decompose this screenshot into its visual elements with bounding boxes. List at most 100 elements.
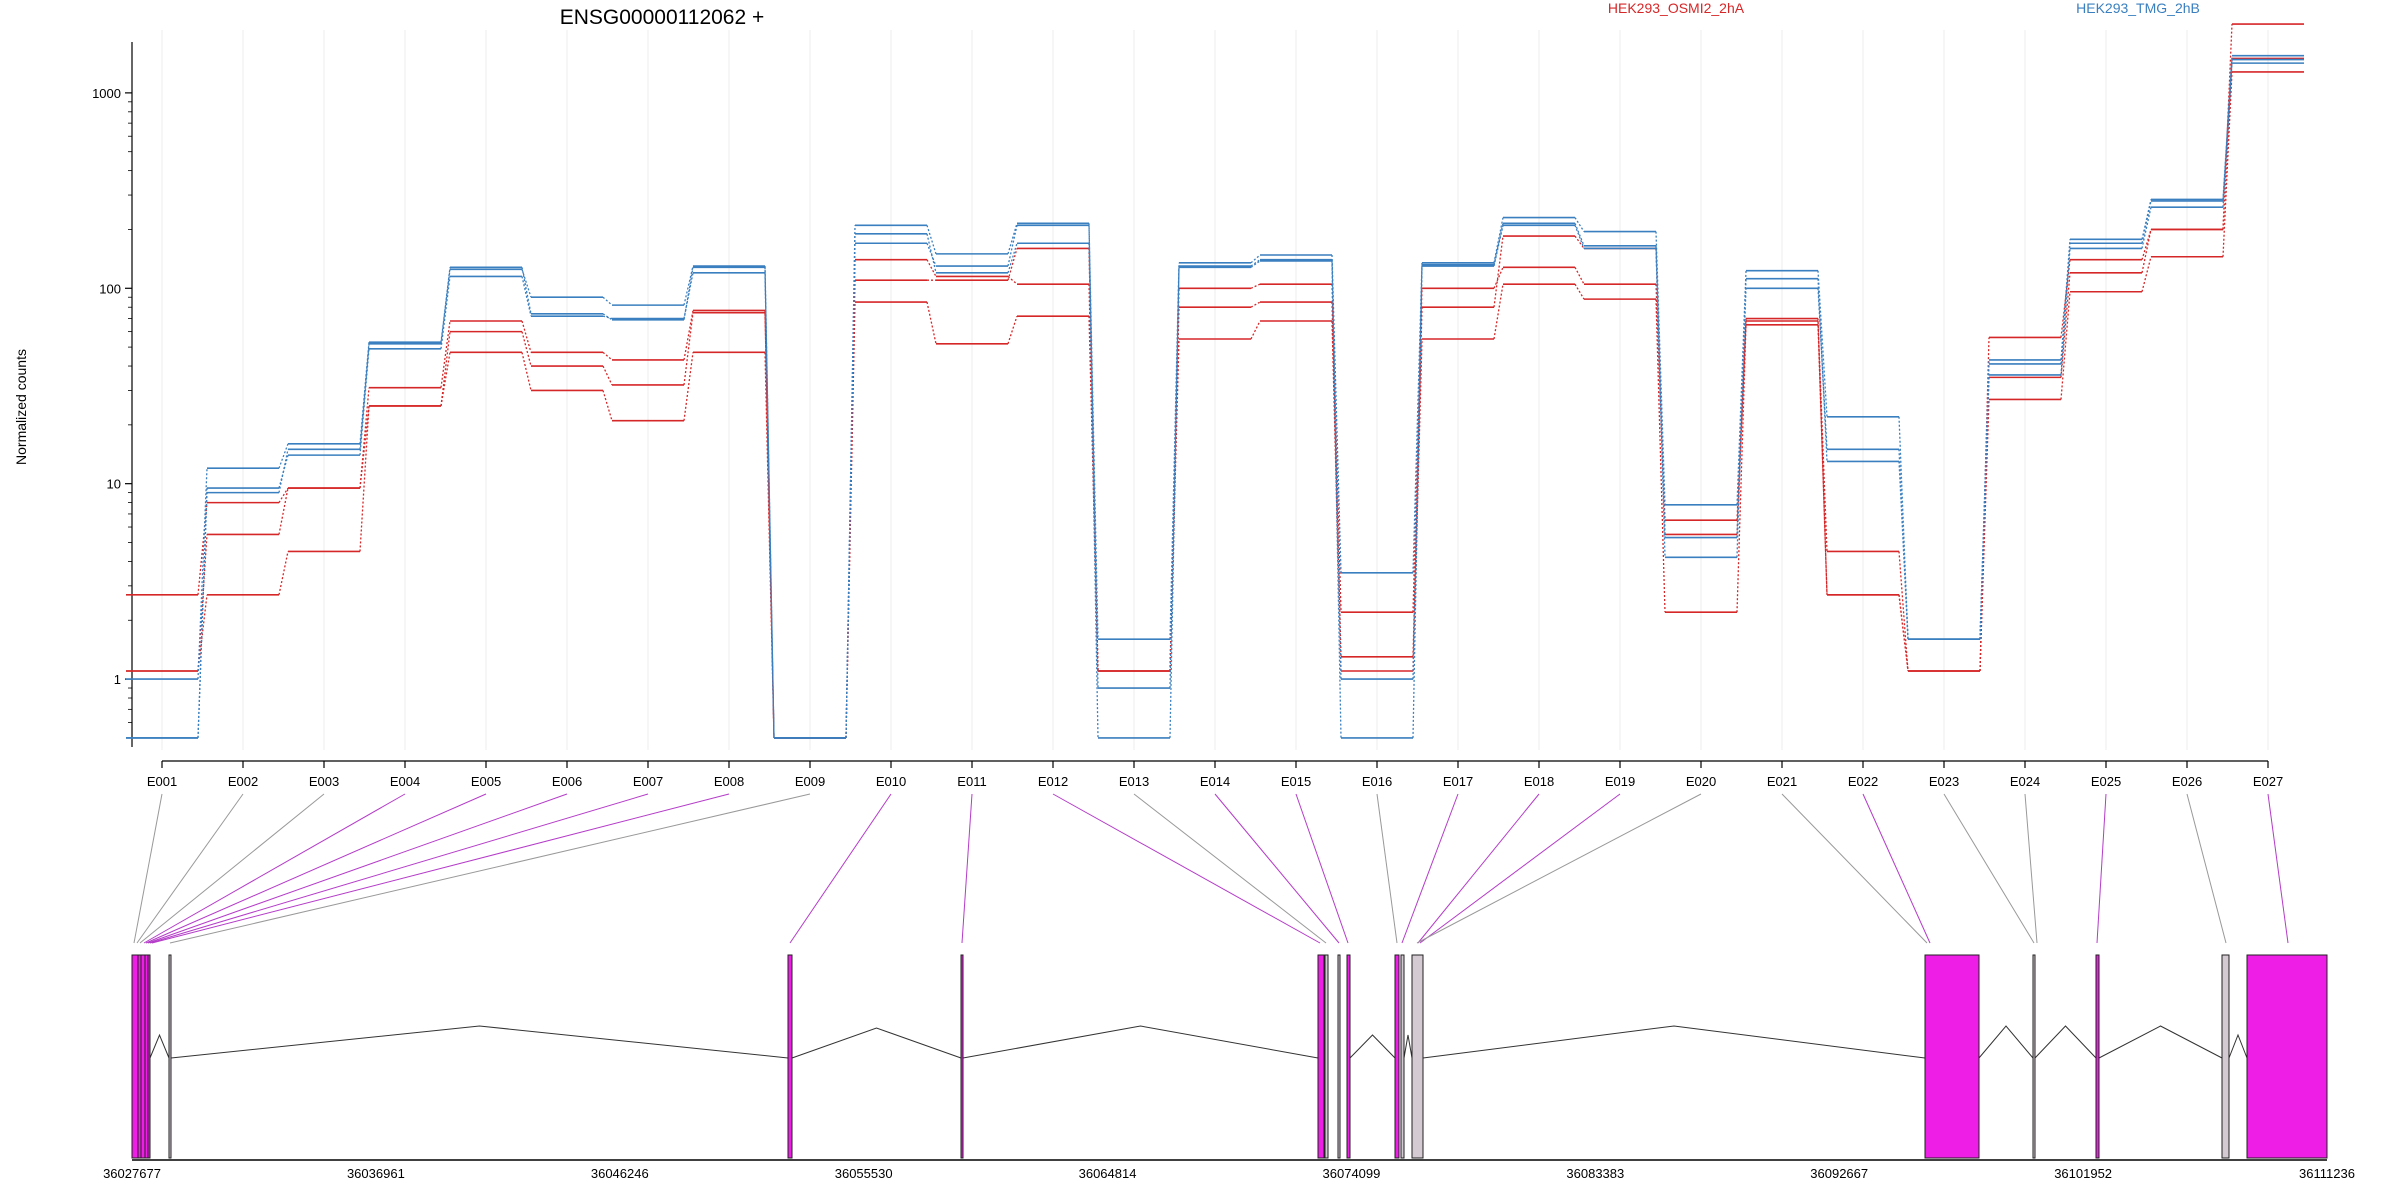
exon-connector-E019 xyxy=(1419,793,1621,944)
series-transition xyxy=(1250,260,1261,268)
series-transition xyxy=(1412,266,1423,738)
exon-connector-E011 xyxy=(961,793,973,944)
genomic-tick-label: 36027677 xyxy=(103,1166,161,1181)
exon-tick-label-E011: E011 xyxy=(957,774,986,789)
exon-connector-E006 xyxy=(147,793,568,944)
exon-tick-label-E024: E024 xyxy=(2010,774,2040,789)
series-transition xyxy=(1898,594,1909,672)
exon-connector-E002 xyxy=(136,793,244,944)
series-transition xyxy=(1736,278,1747,558)
series-transition xyxy=(278,487,289,503)
series-transition xyxy=(1979,363,1990,640)
intron-connector xyxy=(1422,1025,1926,1059)
exon-box-significant xyxy=(131,954,139,1159)
series-transition xyxy=(602,390,613,421)
exon-connector-E013 xyxy=(1133,793,1327,944)
series-transition xyxy=(683,310,694,361)
series-transition xyxy=(1574,223,1585,247)
exon-connector-E010 xyxy=(789,793,892,944)
series-layer xyxy=(126,23,2304,739)
series-transition xyxy=(440,276,451,349)
y-tick-label: 10 xyxy=(107,477,121,492)
exon-connector-E022 xyxy=(1862,793,1931,944)
exon-connector-E012 xyxy=(1052,793,1321,944)
series-transition xyxy=(926,243,937,267)
exon-connector-E017 xyxy=(1401,793,1459,944)
legend-entry-osmi: HEK293_OSMI2_2hA xyxy=(1608,0,1745,16)
exon-connector-E007 xyxy=(149,793,649,944)
exon-box xyxy=(1337,954,1341,1159)
series-transition xyxy=(764,266,775,738)
genomic-tick-label: 36064814 xyxy=(1079,1166,1137,1181)
series-transition xyxy=(359,342,370,444)
series-transition xyxy=(278,449,289,493)
series-transition xyxy=(440,267,451,344)
series-transition xyxy=(359,343,370,450)
series-transition xyxy=(359,387,370,489)
exon-box-significant xyxy=(1394,954,1400,1159)
exon-tick-label-E007: E007 xyxy=(633,774,663,789)
genomic-coordinate-axis: 36027677 36036961 36046246 36055530 36064814… xyxy=(103,1159,2355,1181)
exon-connector-E025 xyxy=(2096,793,2107,944)
series-transition xyxy=(2060,243,2071,364)
exon-connector-lines xyxy=(133,793,2289,944)
legend-entry-tmg: HEK293_TMG_2hB xyxy=(2076,0,2200,16)
series-transition xyxy=(1331,260,1342,680)
series-transition xyxy=(521,352,532,391)
series-transition xyxy=(359,405,370,552)
y-tick-label: 100 xyxy=(99,281,121,296)
exon-box-significant xyxy=(787,954,793,1159)
series-transition xyxy=(1655,299,1666,613)
series-transition xyxy=(1574,267,1585,285)
intron-connector xyxy=(170,1025,789,1059)
series-transition xyxy=(1493,284,1504,340)
series-transition xyxy=(1817,324,1828,595)
genomic-tick-label: 36036961 xyxy=(347,1166,405,1181)
series-transition xyxy=(197,492,208,738)
exon-box-significant xyxy=(1924,954,1980,1159)
chart-title: ENSG00000112062 + xyxy=(560,6,765,29)
exon-connector-E023 xyxy=(1943,793,2035,944)
series-transition xyxy=(926,301,937,344)
series-transition xyxy=(2060,272,2071,378)
exon-connector-E016 xyxy=(1376,793,1398,944)
series-transition xyxy=(1331,302,1342,657)
genomic-tick-label: 36083383 xyxy=(1566,1166,1624,1181)
exon-tick-label-E026: E026 xyxy=(2172,774,2202,789)
series-transition xyxy=(602,351,613,361)
x-gridlines xyxy=(161,30,2269,750)
series-transition xyxy=(1007,243,1018,273)
exon-tick-label-E018: E018 xyxy=(1524,774,1554,789)
exon-connector-E014 xyxy=(1214,793,1340,944)
series-transition xyxy=(2141,200,2152,244)
series-transition xyxy=(440,331,451,406)
series-transition xyxy=(1574,225,1585,249)
exon-tick-label-E017: E017 xyxy=(1443,774,1473,789)
intron-connector xyxy=(1978,1025,2034,1059)
exon-connector-E015 xyxy=(1295,793,1349,944)
series-transition xyxy=(683,265,694,306)
exon-box xyxy=(1400,954,1405,1159)
series-transition xyxy=(683,312,694,386)
series-transition xyxy=(1169,266,1180,738)
exon-tick-label-E004: E004 xyxy=(390,774,420,789)
genomic-tick-label: 36101952 xyxy=(2054,1166,2112,1181)
exon-tick-label-E002: E002 xyxy=(228,774,258,789)
exon-box-significant xyxy=(1346,954,1351,1159)
series-transition xyxy=(845,243,856,738)
series-transition xyxy=(1493,225,1504,267)
y-axis-label: Normalized counts xyxy=(13,349,29,465)
series-transition xyxy=(1412,264,1423,680)
exon-box xyxy=(2032,954,2036,1159)
series-transition xyxy=(1250,254,1261,264)
series-HEK293_TMG_2hB-4 xyxy=(126,54,2304,739)
series-transition xyxy=(602,313,613,321)
series-transition xyxy=(1250,320,1261,340)
exon-tick-label-E012: E012 xyxy=(1038,774,1068,789)
exon-tick-label-E027: E027 xyxy=(2253,774,2283,789)
y-tick-label: 1000 xyxy=(92,86,121,101)
series-transition xyxy=(1817,288,1828,450)
series-transition xyxy=(1169,338,1180,672)
series-HEK293_TMG_2hB-5 xyxy=(126,58,2304,739)
series-transition xyxy=(1250,283,1261,289)
